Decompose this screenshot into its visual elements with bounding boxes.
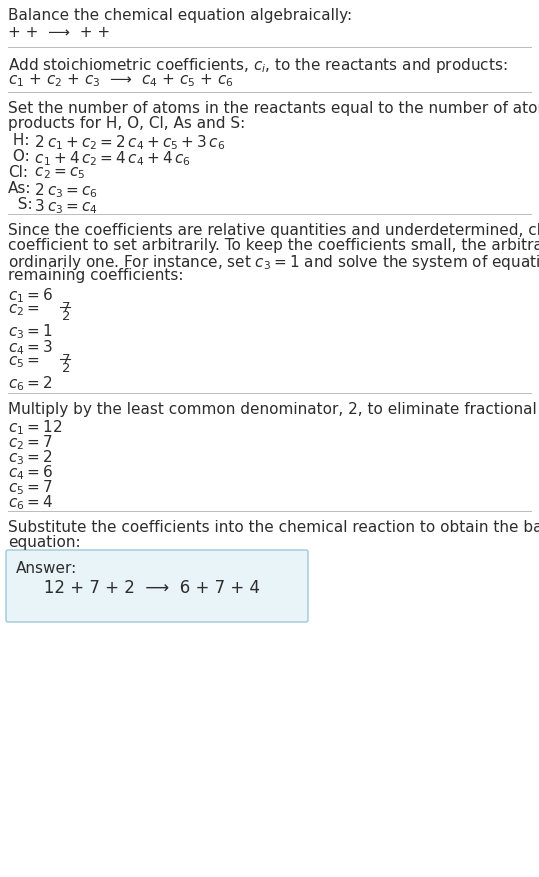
Text: $2\,c_1 + c_2 = 2\,c_4 + c_5 + 3\,c_6$: $2\,c_1 + c_2 = 2\,c_4 + c_5 + 3\,c_6$ [30,132,225,152]
Text: As:: As: [8,181,31,196]
Text: products for H, O, Cl, As and S:: products for H, O, Cl, As and S: [8,116,245,131]
Text: remaining coefficients:: remaining coefficients: [8,267,183,282]
Text: $c_6 = 2$: $c_6 = 2$ [8,374,52,392]
Text: O:: O: [8,149,30,164]
Text: $2\,c_3 = c_6$: $2\,c_3 = c_6$ [30,181,98,199]
Text: $c_1 = 12$: $c_1 = 12$ [8,417,62,436]
Text: ordinarily one. For instance, set $c_3 = 1$ and solve the system of equations fo: ordinarily one. For instance, set $c_3 =… [8,253,539,272]
Text: $c_1$ + $c_2$ + $c_3$  ⟶  $c_4$ + $c_5$ + $c_6$: $c_1$ + $c_2$ + $c_3$ ⟶ $c_4$ + $c_5$ + … [8,72,234,89]
Text: Add stoichiometric coefficients, $c_i$, to the reactants and products:: Add stoichiometric coefficients, $c_i$, … [8,56,508,75]
Text: $c_6 = 4$: $c_6 = 4$ [8,493,53,511]
Text: 2: 2 [62,361,71,374]
Text: 2: 2 [62,310,71,323]
Text: + +  ⟶  + +: + + ⟶ + + [8,25,110,40]
Text: Answer:: Answer: [16,560,77,575]
Text: $c_3 = 2$: $c_3 = 2$ [8,447,52,467]
Text: $c_5 = $: $c_5 = $ [8,353,40,369]
Text: H:: H: [8,132,30,148]
Text: $c_2 = 7$: $c_2 = 7$ [8,432,53,451]
Text: Substitute the coefficients into the chemical reaction to obtain the balanced: Substitute the coefficients into the che… [8,519,539,534]
Text: Cl:: Cl: [8,165,28,180]
Text: $c_4 = 3$: $c_4 = 3$ [8,338,53,356]
Text: $c_2 = $: $c_2 = $ [8,302,40,317]
Text: 7: 7 [62,353,71,366]
Text: Since the coefficients are relative quantities and underdetermined, choose a: Since the coefficients are relative quan… [8,223,539,238]
Text: Multiply by the least common denominator, 2, to eliminate fractional coefficient: Multiply by the least common denominator… [8,402,539,417]
Text: $c_3 = 1$: $c_3 = 1$ [8,322,53,340]
Text: $3\,c_3 = c_4$: $3\,c_3 = c_4$ [30,196,98,216]
Text: 7: 7 [62,301,71,314]
Text: Balance the chemical equation algebraically:: Balance the chemical equation algebraica… [8,8,352,23]
Text: $c_5 = 7$: $c_5 = 7$ [8,477,53,496]
Text: $c_1 = 6$: $c_1 = 6$ [8,286,53,304]
FancyBboxPatch shape [6,551,308,623]
Text: 12 + 7 + 2  ⟶  6 + 7 + 4: 12 + 7 + 2 ⟶ 6 + 7 + 4 [28,578,260,596]
Text: S:: S: [8,196,33,211]
Text: Set the number of atoms in the reactants equal to the number of atoms in the: Set the number of atoms in the reactants… [8,101,539,116]
Text: $c_4 = 6$: $c_4 = 6$ [8,462,53,481]
Text: coefficient to set arbitrarily. To keep the coefficients small, the arbitrary va: coefficient to set arbitrarily. To keep … [8,238,539,253]
Text: $c_2 = c_5$: $c_2 = c_5$ [30,165,85,181]
Text: $c_1 + 4\,c_2 = 4\,c_4 + 4\,c_6$: $c_1 + 4\,c_2 = 4\,c_4 + 4\,c_6$ [30,149,191,168]
Text: equation:: equation: [8,534,81,549]
